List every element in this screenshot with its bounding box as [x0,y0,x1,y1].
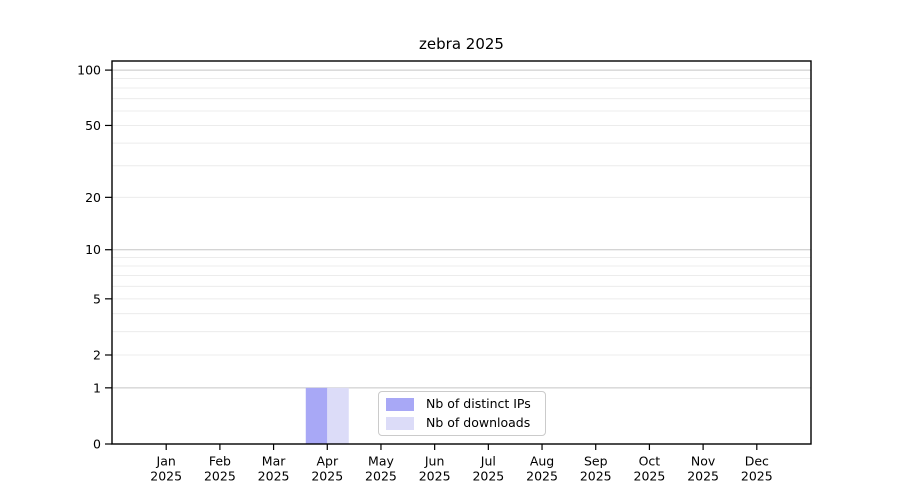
x-tick-label-year: 2025 [365,469,397,484]
x-tick-label-month: Mar [262,454,286,469]
x-tick-label-year: 2025 [687,469,719,484]
legend: Nb of distinct IPs Nb of downloads [378,391,546,436]
y-tick-label: 20 [85,190,101,205]
x-tick-label-year: 2025 [472,469,504,484]
bar [305,387,328,444]
plot-border [111,60,812,445]
legend-label-distinct-ips: Nb of distinct IPs [426,396,531,411]
x-tick-label-year: 2025 [419,469,451,484]
x-tick-label-month: Apr [316,454,338,469]
legend-swatch-distinct-ips [386,397,414,411]
y-tick-label: 10 [85,242,101,257]
x-tick-label-year: 2025 [150,469,182,484]
x-tick-label-month: Jun [424,454,445,469]
x-tick-label-year: 2025 [258,469,290,484]
x-tick-label-year: 2025 [311,469,343,484]
y-tick-label: 1 [93,380,101,395]
x-tick-label-year: 2025 [526,469,558,484]
chart-title: zebra 2025 [419,35,504,53]
x-tick-label-month: Jan [156,454,176,469]
bar [327,387,349,444]
x-tick-label-year: 2025 [580,469,612,484]
x-tick-label-month: May [368,454,394,469]
x-tick-label-year: 2025 [634,469,666,484]
x-tick-label-month: Dec [745,454,769,469]
legend-entry-distinct-ips: Nb of distinct IPs [386,397,537,411]
x-tick-label-year: 2025 [741,469,773,484]
legend-entry-downloads: Nb of downloads [386,416,537,430]
x-tick-label-month: Jul [480,454,496,469]
x-tick-label-month: Feb [209,454,231,469]
y-tick-label: 50 [85,118,101,133]
y-tick-label: 2 [93,347,101,362]
y-tick-label: 100 [77,63,101,78]
x-tick-label-month: Oct [639,454,661,469]
legend-label-downloads: Nb of downloads [426,415,531,430]
x-tick-label-year: 2025 [204,469,236,484]
x-tick-label-month: Aug [530,454,554,469]
x-tick-label-month: Sep [584,454,608,469]
legend-swatch-downloads [386,416,414,430]
x-tick-label-month: Nov [691,454,716,469]
y-tick-label: 0 [93,437,101,452]
y-tick-label: 5 [93,291,101,306]
